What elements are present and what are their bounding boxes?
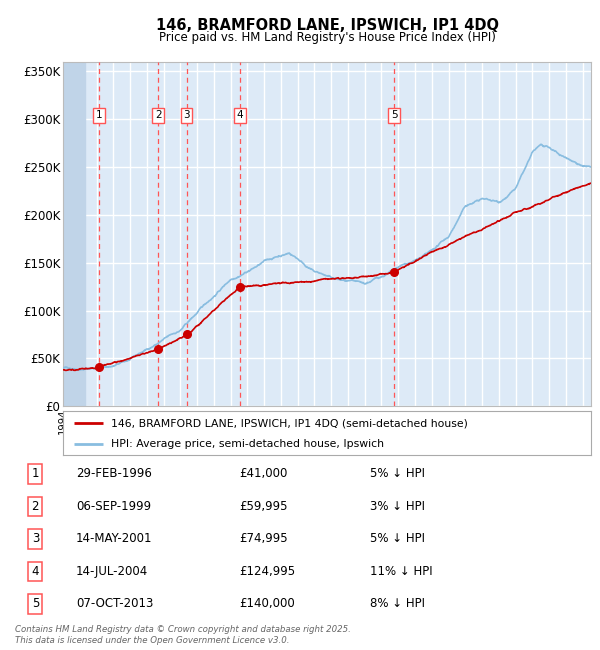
Text: 06-SEP-1999: 06-SEP-1999 — [76, 500, 151, 513]
Text: £41,000: £41,000 — [239, 467, 287, 480]
Text: 3: 3 — [183, 110, 190, 120]
Text: 5: 5 — [32, 597, 39, 610]
Text: £124,995: £124,995 — [239, 565, 295, 578]
Text: 8% ↓ HPI: 8% ↓ HPI — [370, 597, 425, 610]
Text: 3: 3 — [32, 532, 39, 545]
Text: 1: 1 — [96, 110, 103, 120]
Text: 146, BRAMFORD LANE, IPSWICH, IP1 4DQ: 146, BRAMFORD LANE, IPSWICH, IP1 4DQ — [155, 18, 499, 32]
Text: £74,995: £74,995 — [239, 532, 287, 545]
Text: 11% ↓ HPI: 11% ↓ HPI — [370, 565, 433, 578]
Text: £59,995: £59,995 — [239, 500, 287, 513]
Text: 5: 5 — [391, 110, 398, 120]
Text: 07-OCT-2013: 07-OCT-2013 — [76, 597, 154, 610]
Text: HPI: Average price, semi-detached house, Ipswich: HPI: Average price, semi-detached house,… — [110, 439, 383, 449]
Bar — [63, 62, 85, 406]
Text: 14-JUL-2004: 14-JUL-2004 — [76, 565, 148, 578]
Text: £140,000: £140,000 — [239, 597, 295, 610]
Text: 2: 2 — [155, 110, 161, 120]
Text: 5% ↓ HPI: 5% ↓ HPI — [370, 532, 425, 545]
Text: 14-MAY-2001: 14-MAY-2001 — [76, 532, 152, 545]
Text: 29-FEB-1996: 29-FEB-1996 — [76, 467, 152, 480]
Text: 2: 2 — [32, 500, 39, 513]
Text: 3% ↓ HPI: 3% ↓ HPI — [370, 500, 425, 513]
Bar — [63, 62, 85, 406]
Text: 1: 1 — [32, 467, 39, 480]
Text: 5% ↓ HPI: 5% ↓ HPI — [370, 467, 425, 480]
Text: Price paid vs. HM Land Registry's House Price Index (HPI): Price paid vs. HM Land Registry's House … — [158, 31, 496, 44]
Text: 4: 4 — [236, 110, 243, 120]
Text: Contains HM Land Registry data © Crown copyright and database right 2025.
This d: Contains HM Land Registry data © Crown c… — [15, 625, 351, 645]
Text: 146, BRAMFORD LANE, IPSWICH, IP1 4DQ (semi-detached house): 146, BRAMFORD LANE, IPSWICH, IP1 4DQ (se… — [110, 418, 467, 428]
Text: 4: 4 — [32, 565, 39, 578]
